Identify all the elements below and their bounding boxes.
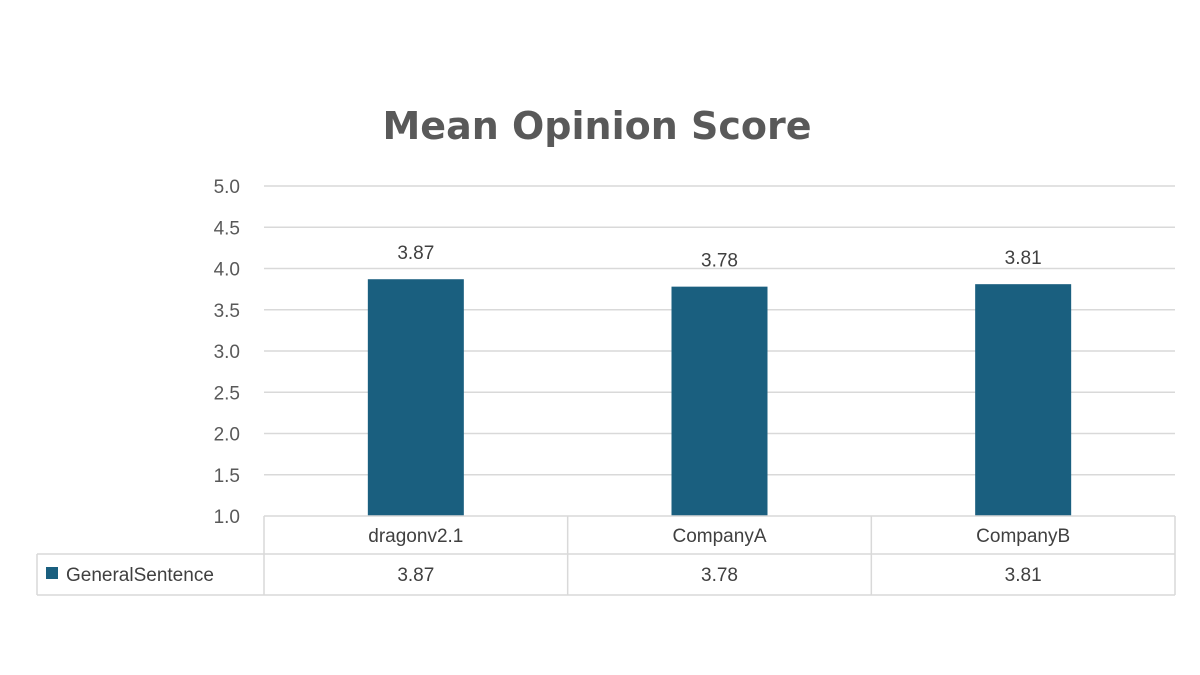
y-tick-label: 5.0 <box>214 177 240 198</box>
y-axis-ticks: 1.0 1.5 2.0 2.5 3.0 3.5 4.0 4.5 5.0 <box>214 177 240 528</box>
y-tick-label: 3.0 <box>214 342 240 363</box>
data-label: 3.87 <box>397 243 434 264</box>
table-value-cell: 3.78 <box>701 565 738 586</box>
data-labels: 3.87 3.78 3.81 <box>397 243 1041 271</box>
y-tick-label: 1.5 <box>214 466 240 487</box>
legend-key <box>46 567 58 579</box>
y-tick-label: 3.5 <box>214 301 240 322</box>
bar <box>671 286 768 516</box>
y-tick-label: 4.0 <box>214 260 240 281</box>
bars <box>367 279 1072 516</box>
y-tick-label: 1.0 <box>214 507 240 528</box>
data-label: 3.78 <box>701 251 738 272</box>
table-value-cell: 3.87 <box>397 565 434 586</box>
category-label: CompanyB <box>976 526 1070 547</box>
y-tick-label: 2.0 <box>214 425 240 446</box>
category-label: CompanyA <box>673 526 767 547</box>
y-tick-label: 4.5 <box>214 218 240 239</box>
category-label: dragonv2.1 <box>368 526 463 547</box>
bar <box>975 284 1072 516</box>
y-tick-label: 2.5 <box>214 383 240 404</box>
bar <box>367 279 464 516</box>
data-label: 3.81 <box>1005 248 1042 269</box>
data-table: dragonv2.1 3.87 CompanyA 3.78 CompanyB 3.81 Ge… <box>36 515 1176 596</box>
chart-title: Mean Opinion Score <box>382 104 811 148</box>
table-value-cell: 3.81 <box>1005 565 1042 586</box>
series-name: GeneralSentence <box>66 565 214 586</box>
